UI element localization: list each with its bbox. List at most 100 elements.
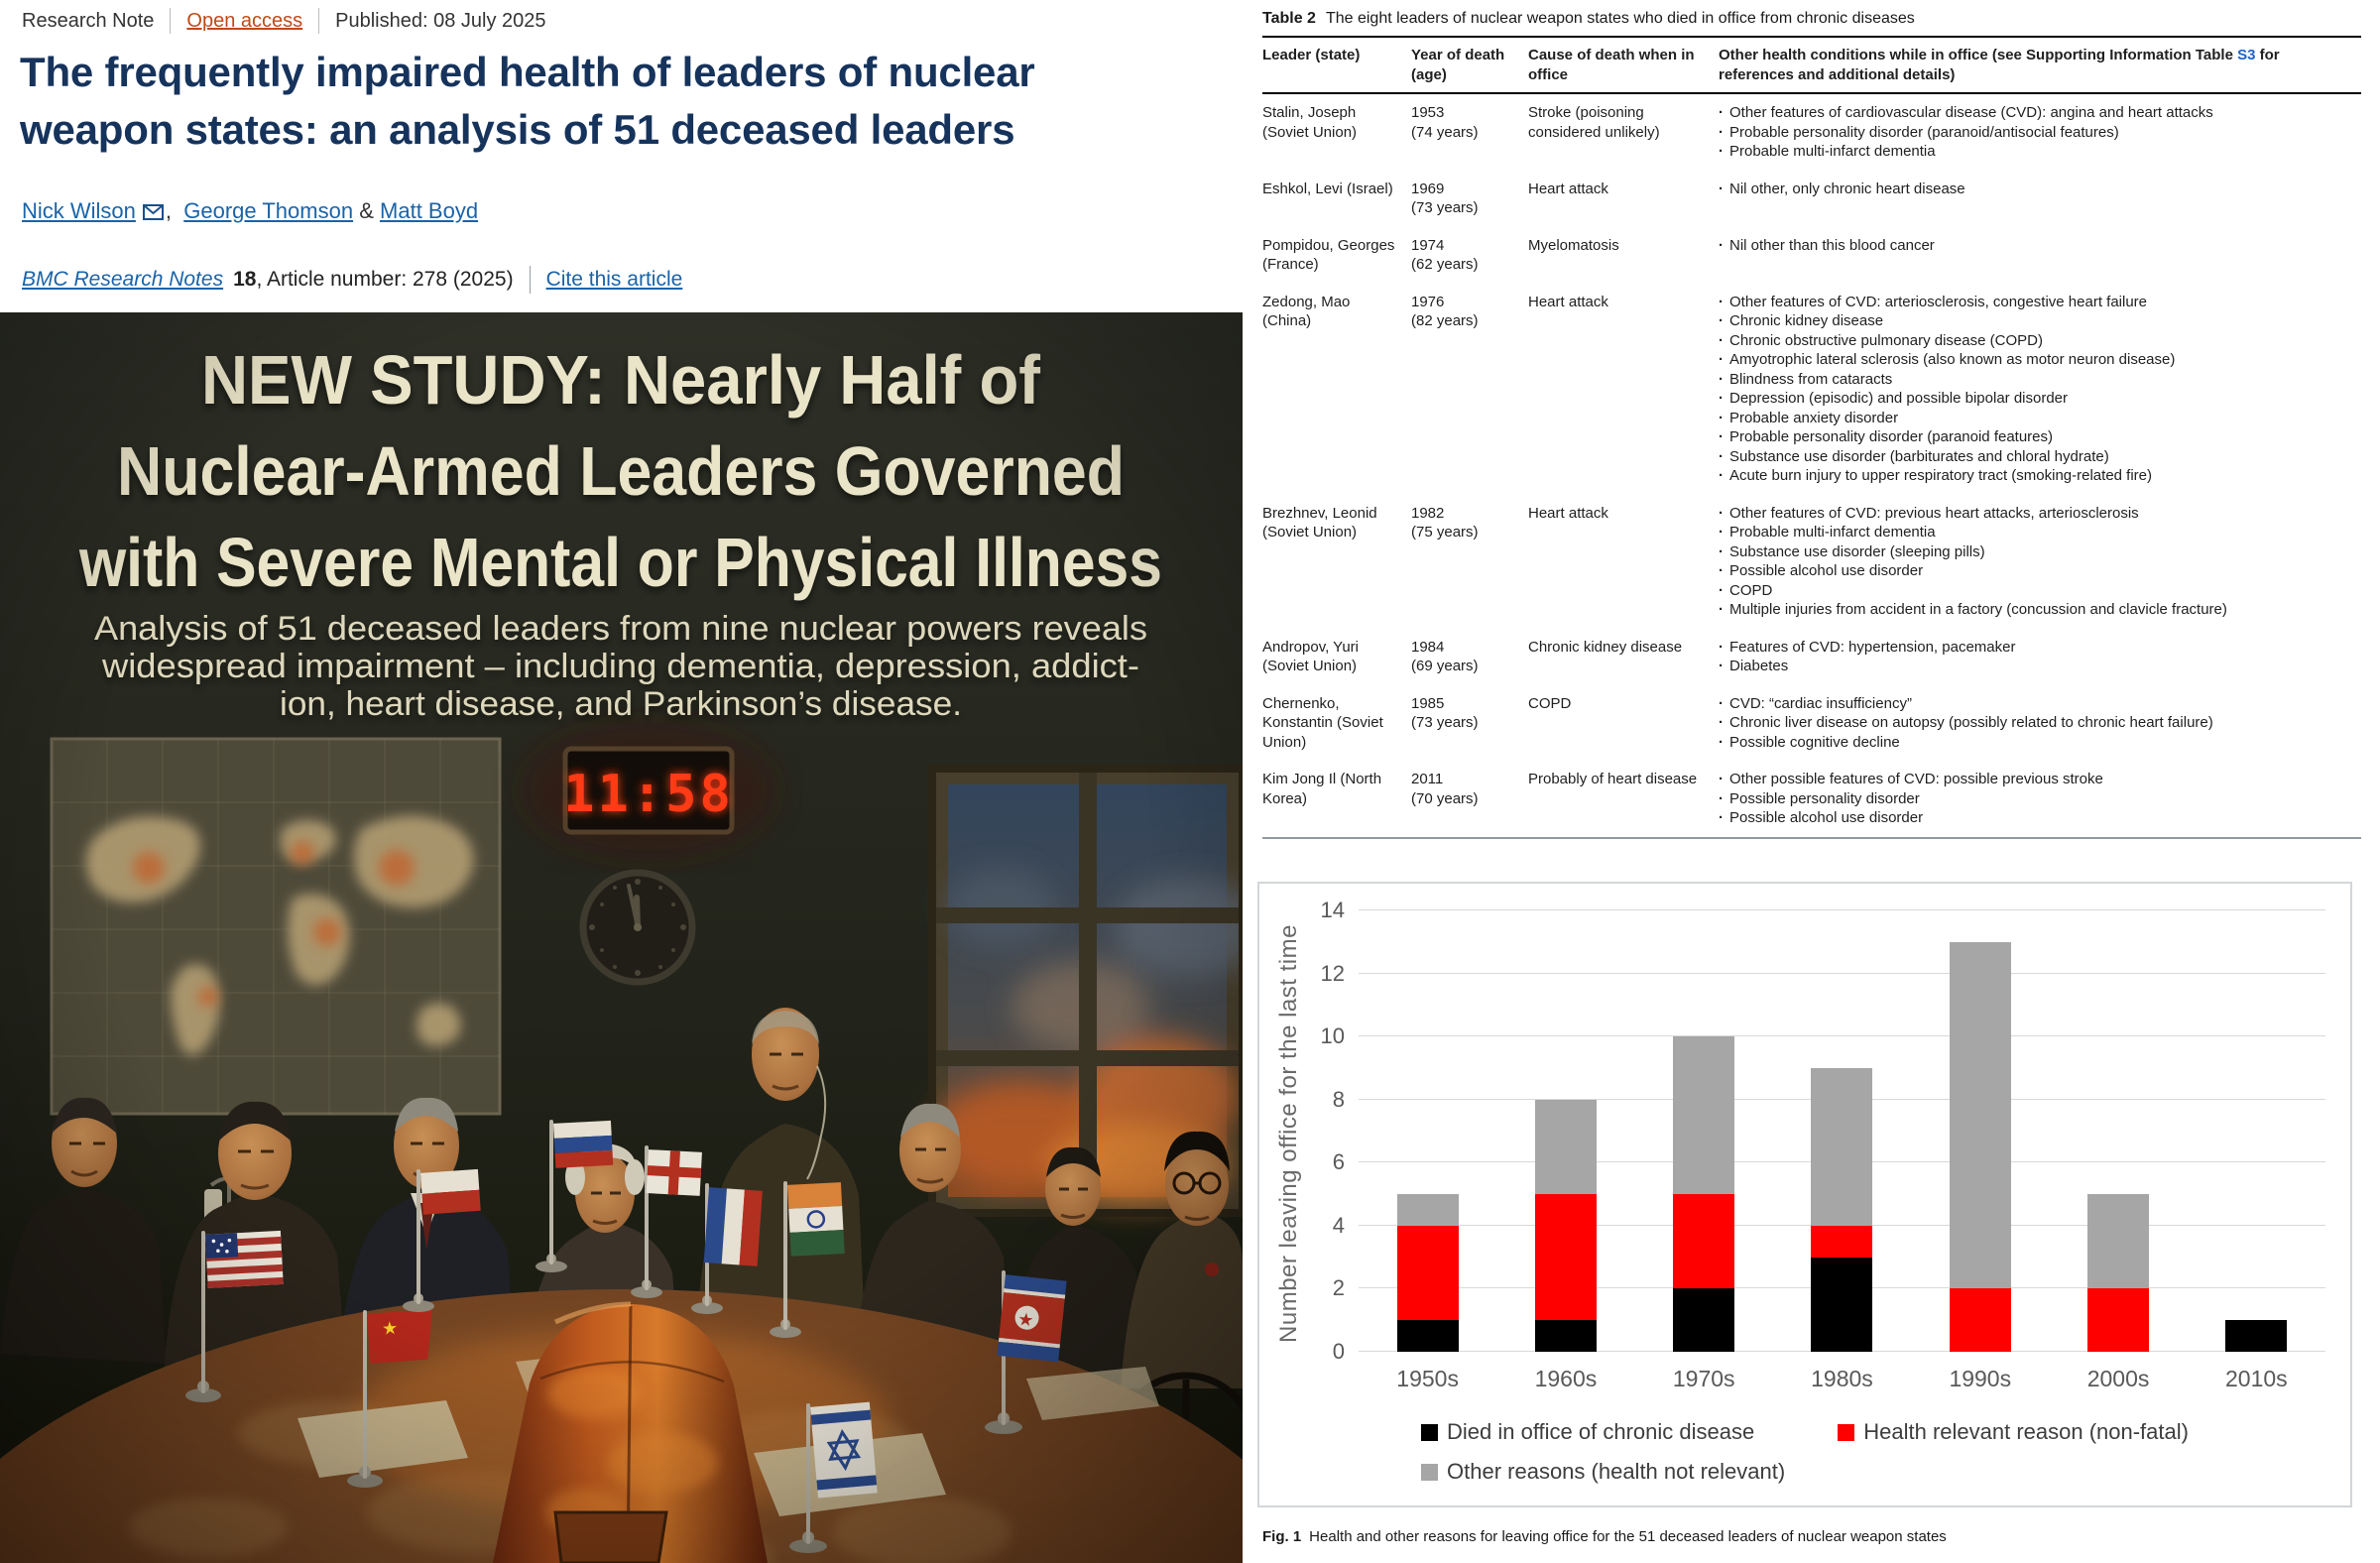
y-tick-label: 0 [1332, 1339, 1345, 1364]
condition-item: Features of CVD: hypertension, pacemaker [1719, 638, 2351, 658]
bar-segment [1534, 1099, 1597, 1195]
bar-2000s [2087, 1194, 2150, 1352]
y-tick-label: 8 [1332, 1086, 1345, 1112]
journal-line: BMC Research Notes 18 , Article number: … [22, 266, 682, 294]
gridline [1359, 972, 2325, 974]
x-tick-label: 1990s [1949, 1366, 2012, 1391]
condition-item: Multiple injuries from accident in a fac… [1719, 600, 2351, 620]
author-link-george-thomson[interactable]: George Thomson [183, 198, 354, 223]
condition-item: Possible personality disorder [1719, 789, 2351, 809]
bar-segment [1811, 1257, 1873, 1352]
condition-item: Other possible features of CVD: possible… [1719, 770, 2351, 789]
condition-item: Substance use disorder (barbiturates and… [1719, 447, 2351, 467]
table-row: Zedong, Mao (China) 1976 (82 years) Heart a… [1262, 284, 2361, 495]
col-header-cause: Cause of death when in office [1528, 37, 1719, 94]
breadcrumb: Research Note Open access Published: 08 … [22, 8, 546, 34]
table-row: Pompidou, Georges (France) 1974 (62 years)… [1262, 227, 2361, 284]
table2-header-row: Leader (state) Year of death (age) Cause… [1262, 37, 2361, 94]
bar-segment [1396, 1225, 1459, 1321]
legend-item: Other reasons (health not relevant) [1421, 1459, 1785, 1485]
article-hero-image: 11:58 NEW STUDY: Nearly Half of Nuclear-… [0, 312, 1326, 1563]
condition-item: Chronic liver disease on autopsy (possib… [1719, 713, 2351, 733]
table2-body: Stalin, Joseph (Soviet Union) 1953 (74 yea… [1262, 93, 2361, 838]
condition-item: Substance use disorder (sleeping pills) [1719, 542, 2351, 562]
condition-item: Nil other, only chronic heart disease [1719, 180, 2351, 199]
bar-segment [2087, 1194, 2150, 1289]
condition-item: Blindness from cataracts [1719, 370, 2351, 390]
condition-item: Probable personality disorder (paranoid … [1719, 427, 2351, 447]
legend-item: Health relevant reason (non-fatal) [1838, 1419, 2189, 1445]
table-row: Chernenko, Konstantin (Soviet Union) 1985… [1262, 685, 2361, 762]
bar-segment [1673, 1288, 1735, 1352]
chart-legend: Died in office of chronic disease Health … [1259, 1419, 2350, 1499]
bar-segment [2087, 1288, 2150, 1352]
condition-item: Depression (episodic) and possible bipol… [1719, 389, 2351, 409]
author-link-matt-boyd[interactable]: Matt Boyd [380, 198, 479, 223]
bar-1980s [1811, 1067, 1873, 1352]
condition-item: Possible alcohol use disorder [1719, 808, 2351, 828]
bar-segment [1396, 1194, 1459, 1226]
article-type: Research Note [22, 9, 155, 32]
author-list: Nick Wilson, George Thomson & Matt Boyd [22, 198, 478, 226]
divider [318, 8, 320, 34]
article-number: , Article number: 278 (2025) [256, 268, 514, 291]
bar-2010s [2225, 1320, 2288, 1352]
legend-swatch-icon [1838, 1423, 1855, 1441]
bar-1970s [1673, 1036, 1735, 1352]
x-tick-label: 2000s [2086, 1366, 2150, 1391]
condition-item: Chronic kidney disease [1719, 311, 2351, 331]
table-row: Andropov, Yuri (Soviet Union) 1984 (69 yea… [1262, 629, 2361, 685]
legend-swatch-icon [1421, 1463, 1439, 1481]
bar-segment [1396, 1320, 1459, 1352]
x-tick-label: 1950s [1396, 1366, 1459, 1391]
bar-1960s [1534, 1099, 1597, 1352]
y-tick-label: 10 [1320, 1023, 1345, 1049]
open-access-link[interactable]: Open access [186, 9, 303, 32]
bar-segment [1811, 1067, 1873, 1226]
condition-item: Other features of CVD: previous heart at… [1719, 504, 2351, 524]
x-tick-label: 1960s [1534, 1366, 1598, 1391]
table-row: Brezhnev, Leonid (Soviet Union) 1982 (75 y… [1262, 495, 2361, 629]
condition-item: Acute burn injury to upper respiratory t… [1719, 466, 2351, 486]
vignette-overlay [0, 312, 1243, 1563]
bar-segment [1949, 941, 2011, 1289]
x-tick-label: 1980s [1811, 1366, 1873, 1391]
condition-item: Other features of cardiovascular disease… [1719, 103, 2351, 123]
condition-item: Chronic obstructive pulmonary disease (C… [1719, 331, 2351, 351]
col-header-leader: Leader (state) [1262, 37, 1411, 94]
bar-segment [2225, 1320, 2288, 1352]
condition-item: Possible alcohol use disorder [1719, 561, 2351, 581]
y-axis-label: Number leaving office for the last time [1275, 924, 1302, 1343]
author-link-nick-wilson[interactable]: Nick Wilson [22, 198, 136, 223]
bar-segment [1534, 1194, 1597, 1321]
legend-item: Died in office of chronic disease [1421, 1419, 1754, 1445]
condition-item: Probable personality disorder (paranoid/… [1719, 123, 2351, 143]
bar-segment [1949, 1288, 2011, 1352]
chart-plot-area: 0 2 4 6 8 10 12 14 [1321, 898, 2325, 1364]
fig1-label: Fig. 1 [1262, 1528, 1302, 1545]
bar-1950s [1396, 1194, 1459, 1352]
fig1-caption: Fig. 1 Health and other reasons for leavi… [1262, 1528, 1947, 1545]
gridline [1359, 1035, 2325, 1037]
page-title: The frequently impaired health of leader… [20, 49, 1035, 153]
journal-link[interactable]: BMC Research Notes [22, 268, 224, 291]
condition-item: Nil other than this blood cancer [1719, 236, 2351, 256]
legend-swatch-icon [1421, 1423, 1439, 1441]
email-icon[interactable] [142, 200, 164, 226]
gridline [1359, 909, 2325, 910]
divider [170, 8, 172, 34]
col-header-year: Year of death (age) [1411, 37, 1528, 94]
bar-segment [1673, 1036, 1735, 1195]
y-tick-label: 6 [1332, 1149, 1345, 1175]
s3-link[interactable]: S3 [2237, 47, 2256, 63]
condition-item: CVD: “cardiac insufficiency” [1719, 694, 2351, 714]
condition-item: Other features of CVD: arteriosclerosis,… [1719, 293, 2351, 312]
journal-volume: 18 [233, 268, 257, 291]
condition-item: Probable multi-infarct dementia [1719, 523, 2351, 542]
cite-article-link[interactable]: Cite this article [545, 268, 683, 291]
condition-item: Probable multi-infarct dementia [1719, 142, 2351, 162]
col-header-conditions: Other health conditions while in office … [1719, 37, 2361, 94]
fig1-chart: Number leaving office for the last time … [1257, 882, 2352, 1507]
x-tick-label: 2010s [2225, 1366, 2288, 1391]
